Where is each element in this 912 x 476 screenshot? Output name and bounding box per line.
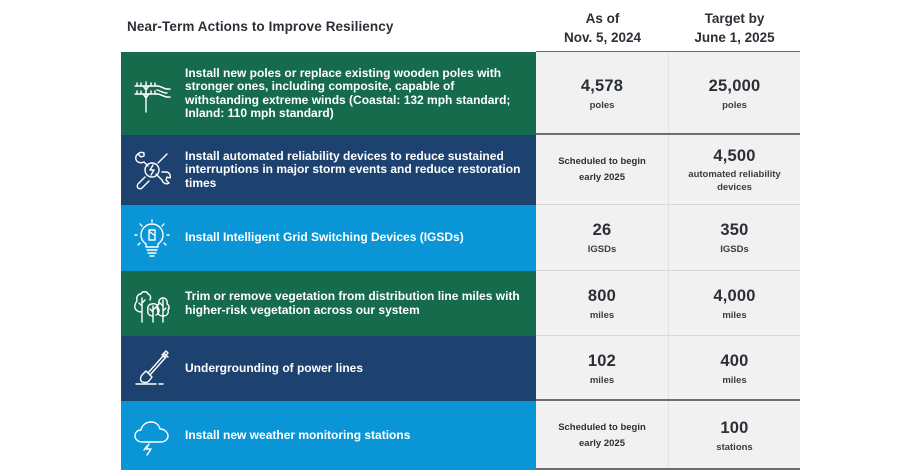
action-text: Trim or remove vegetation from distribut… <box>185 289 520 317</box>
target-unit: miles <box>722 374 747 386</box>
row-divider <box>536 204 800 205</box>
column-header-as-of-line1: As of <box>585 11 620 26</box>
target-value-cell: 4,000 miles <box>669 271 800 336</box>
target-value: 25,000 <box>708 76 761 95</box>
action-text: Install new poles or replace existing wo… <box>185 65 511 120</box>
table-row: Install automated reliability devices to… <box>121 135 800 205</box>
current-unit: poles <box>589 99 615 111</box>
table-row: Install Intelligent Grid Switching Devic… <box>121 205 800 271</box>
target-value: 400 <box>720 351 749 370</box>
target-value-cell: 4,500 automated reliability devices <box>669 135 800 205</box>
current-value-cell: 800 miles <box>536 271 669 336</box>
target-unit: miles <box>722 309 747 321</box>
action-cell: Install new weather monitoring stations <box>121 401 536 470</box>
action-cell: Undergrounding of power lines <box>121 336 536 401</box>
current-value: 4,578 <box>580 76 624 95</box>
table-title: Near-Term Actions to Improve Resiliency <box>127 18 394 34</box>
table-header: Near-Term Actions to Improve Resiliency … <box>121 0 800 53</box>
action-text: Undergrounding of power lines <box>185 360 363 375</box>
target-value: 4,000 <box>713 286 756 305</box>
current-unit: IGSDs <box>587 244 617 255</box>
target-value-cell: 25,000 poles <box>669 52 800 135</box>
storm-cloud-icon <box>121 416 183 456</box>
target-value: 350 <box>720 221 749 239</box>
current-note-line1: Scheduled to begin <box>558 421 646 433</box>
current-unit: miles <box>589 309 615 321</box>
current-note-line1: Scheduled to begin <box>558 156 646 167</box>
action-text: Install new weather monitoring stations <box>185 427 411 442</box>
current-value: 26 <box>592 221 612 239</box>
column-header-target-line1: Target by <box>704 11 765 26</box>
shovel-icon <box>121 349 183 389</box>
lightbulb-switch-icon <box>121 218 183 258</box>
column-header-target: Target by June 1, 2025 <box>669 0 800 52</box>
trees-icon <box>121 284 183 324</box>
current-note-line2: early 2025 <box>579 437 625 449</box>
row-divider <box>536 133 800 135</box>
target-value-cell: 100 stations <box>669 401 800 470</box>
table-row: Trim or remove vegetation from distribut… <box>121 271 800 336</box>
target-value-cell: 350 IGSDs <box>669 205 800 271</box>
action-cell: Install new poles or replace existing wo… <box>121 52 536 135</box>
action-text: Install Intelligent Grid Switching Devic… <box>185 230 464 245</box>
column-header-target-line2: June 1, 2025 <box>694 30 775 45</box>
current-value: 102 <box>587 351 617 370</box>
action-cell: Install automated reliability devices to… <box>121 135 536 205</box>
column-header-as-of: As of Nov. 5, 2024 <box>536 0 669 52</box>
current-value-cell: Scheduled to begin early 2025 <box>536 401 669 470</box>
utility-pole-icon <box>121 74 183 114</box>
current-note-line2: early 2025 <box>579 172 625 183</box>
current-unit: miles <box>589 374 615 386</box>
column-header-as-of-line2: Nov. 5, 2024 <box>563 30 642 45</box>
table-row: Undergrounding of power lines 102 miles … <box>121 336 800 401</box>
target-unit: IGSDs <box>720 244 749 255</box>
resiliency-actions-table: Near-Term Actions to Improve Resiliency … <box>121 0 800 470</box>
target-unit-line2: devices <box>717 182 752 193</box>
current-value-cell: 4,578 poles <box>536 52 669 135</box>
target-value: 4,500 <box>713 146 756 165</box>
current-value: 800 <box>587 286 617 305</box>
target-unit-line1: automated reliability <box>688 168 781 180</box>
row-divider <box>536 335 800 336</box>
current-value-cell: 102 miles <box>536 336 669 401</box>
table-row: Install new poles or replace existing wo… <box>121 52 800 135</box>
action-cell: Install Intelligent Grid Switching Devic… <box>121 205 536 271</box>
tools-lightning-icon <box>121 150 183 190</box>
action-cell: Trim or remove vegetation from distribut… <box>121 271 536 336</box>
current-value-cell: 26 IGSDs <box>536 205 669 271</box>
current-value-cell: Scheduled to begin early 2025 <box>536 135 669 205</box>
target-unit: poles <box>722 99 747 111</box>
target-value-cell: 400 miles <box>669 336 800 401</box>
table-row: Install new weather monitoring stations … <box>121 401 800 470</box>
action-text: Install automated reliability devices to… <box>185 148 521 190</box>
target-unit: stations <box>716 441 753 453</box>
row-divider <box>536 270 800 271</box>
row-divider <box>536 399 800 401</box>
row-divider <box>536 468 800 470</box>
target-value: 100 <box>720 418 749 437</box>
